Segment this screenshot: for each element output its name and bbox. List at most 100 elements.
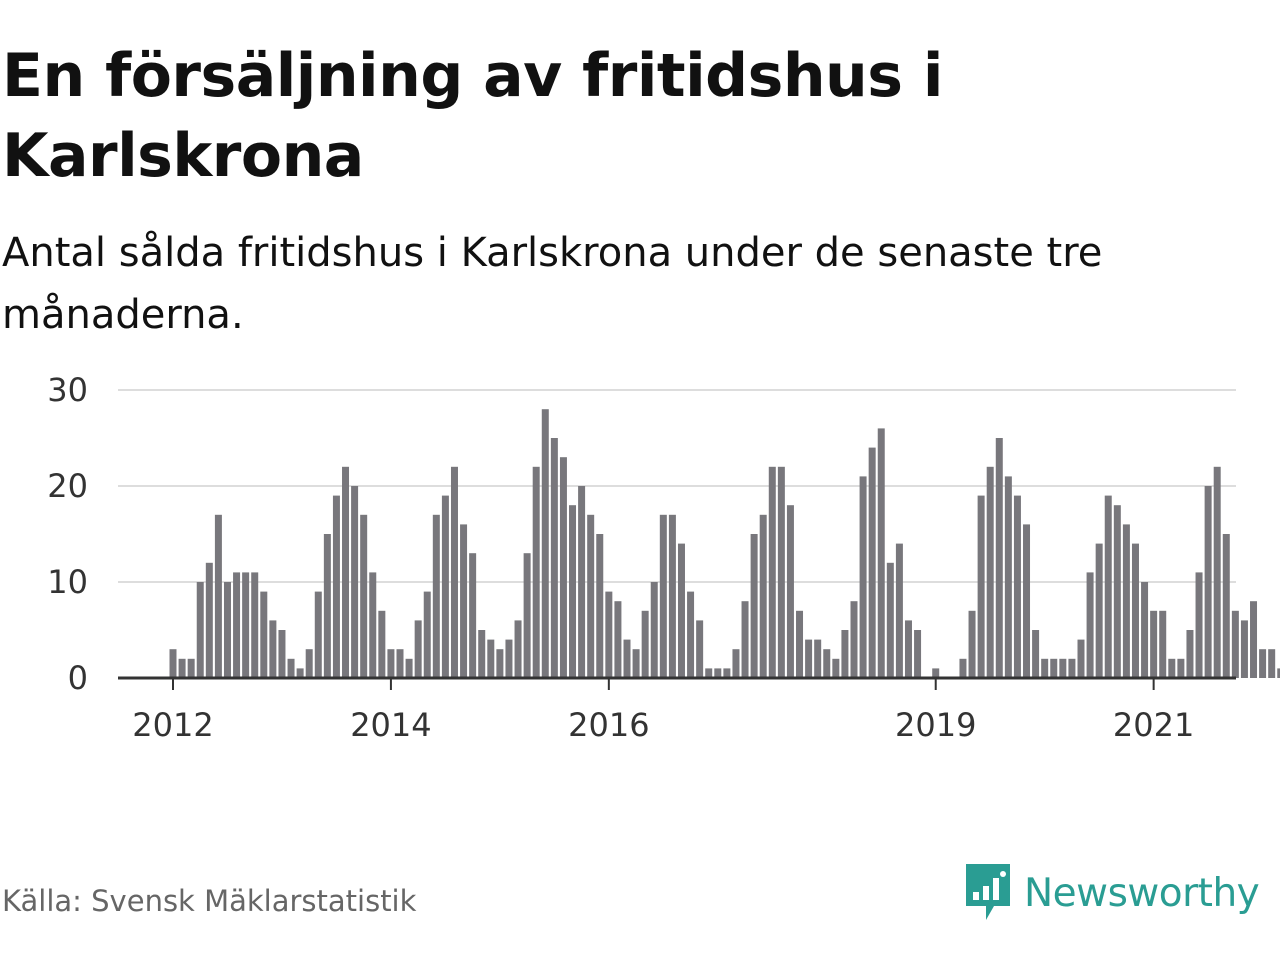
bar	[659, 514, 667, 678]
bar	[886, 562, 894, 678]
chart-subtitle: Antal sålda fritidshus i Karlskrona unde…	[2, 230, 1103, 338]
bar	[223, 582, 231, 678]
bar	[569, 505, 577, 678]
bar	[233, 572, 241, 678]
bar	[1204, 486, 1212, 678]
bar	[768, 466, 776, 678]
bar	[1222, 534, 1230, 678]
bar	[1213, 466, 1221, 678]
bar	[995, 438, 1003, 678]
bar	[342, 466, 350, 678]
bar	[1259, 649, 1267, 678]
bar	[178, 658, 186, 678]
bar	[387, 649, 395, 678]
bar	[469, 553, 477, 678]
newsworthy-wordmark: Newsworthy	[1024, 870, 1260, 916]
bar	[786, 505, 794, 678]
y-tick-label: 30	[47, 371, 88, 409]
bar	[1004, 476, 1012, 678]
bar	[932, 668, 940, 678]
bar	[287, 658, 295, 678]
bar	[323, 534, 331, 678]
bar	[514, 620, 522, 678]
bar	[796, 610, 804, 678]
bar	[1150, 610, 1158, 678]
bar	[596, 534, 604, 678]
x-tick-label: 2019	[895, 706, 976, 744]
bar	[351, 486, 359, 678]
y-tick-label: 10	[47, 563, 88, 601]
bar	[1013, 495, 1021, 678]
bar	[1186, 630, 1194, 678]
bar	[1122, 524, 1130, 678]
bar	[1086, 572, 1094, 678]
bar	[814, 639, 822, 678]
bar	[550, 438, 558, 678]
bar	[378, 610, 386, 678]
bar	[305, 649, 313, 678]
x-tick-label: 2021	[1113, 706, 1194, 744]
bar	[895, 543, 903, 678]
bar	[1050, 658, 1058, 678]
bar	[696, 620, 704, 678]
bar	[641, 610, 649, 678]
bar	[850, 601, 858, 678]
x-tick-label: 2016	[568, 706, 649, 744]
y-tick-label: 0	[68, 659, 88, 697]
bar	[332, 495, 340, 678]
bar	[959, 658, 967, 678]
chart-title: En försäljning av fritidshus i Karlskron…	[2, 41, 943, 191]
bar	[214, 514, 222, 678]
bar	[1268, 649, 1276, 678]
x-axis-ticks: 201220142016201920212023	[132, 678, 1194, 744]
bar	[1095, 543, 1103, 678]
bar	[396, 649, 404, 678]
newsworthy-logo-icon	[966, 864, 1010, 920]
gridlines	[118, 389, 1236, 583]
bar	[296, 668, 304, 678]
bar	[187, 658, 195, 678]
bar	[269, 620, 277, 678]
bar	[1195, 572, 1203, 678]
bar	[541, 409, 549, 678]
bar	[242, 572, 250, 678]
x-tick-label: 2012	[132, 706, 213, 744]
bar	[1068, 658, 1076, 678]
bar	[205, 562, 213, 678]
bar	[741, 601, 749, 678]
bar	[750, 534, 758, 678]
bar	[1159, 610, 1167, 678]
bar	[169, 649, 177, 678]
bar	[841, 630, 849, 678]
bar	[868, 447, 876, 678]
bars	[169, 409, 1280, 678]
bar	[805, 639, 813, 678]
bar	[832, 658, 840, 678]
bar	[450, 466, 458, 678]
bar	[777, 466, 785, 678]
bar	[1032, 630, 1040, 678]
bar	[505, 639, 513, 678]
bar	[1177, 658, 1185, 678]
bar	[1059, 658, 1067, 678]
bar	[196, 582, 204, 678]
bar	[723, 668, 731, 678]
bar	[487, 639, 495, 678]
bar	[360, 514, 368, 678]
source-note: Källa: Svensk Mäklarstatistik	[2, 884, 417, 918]
bar	[414, 620, 422, 678]
bar	[986, 466, 994, 678]
bar	[877, 428, 885, 678]
bar	[1141, 582, 1149, 678]
bar	[523, 553, 531, 678]
bar	[1023, 524, 1031, 678]
x-tick-label: 2014	[350, 706, 431, 744]
bar	[460, 524, 468, 678]
bar	[605, 591, 613, 678]
bar	[496, 649, 504, 678]
bar	[432, 514, 440, 678]
bar	[578, 486, 586, 678]
bar	[677, 543, 685, 678]
bar	[914, 630, 922, 678]
